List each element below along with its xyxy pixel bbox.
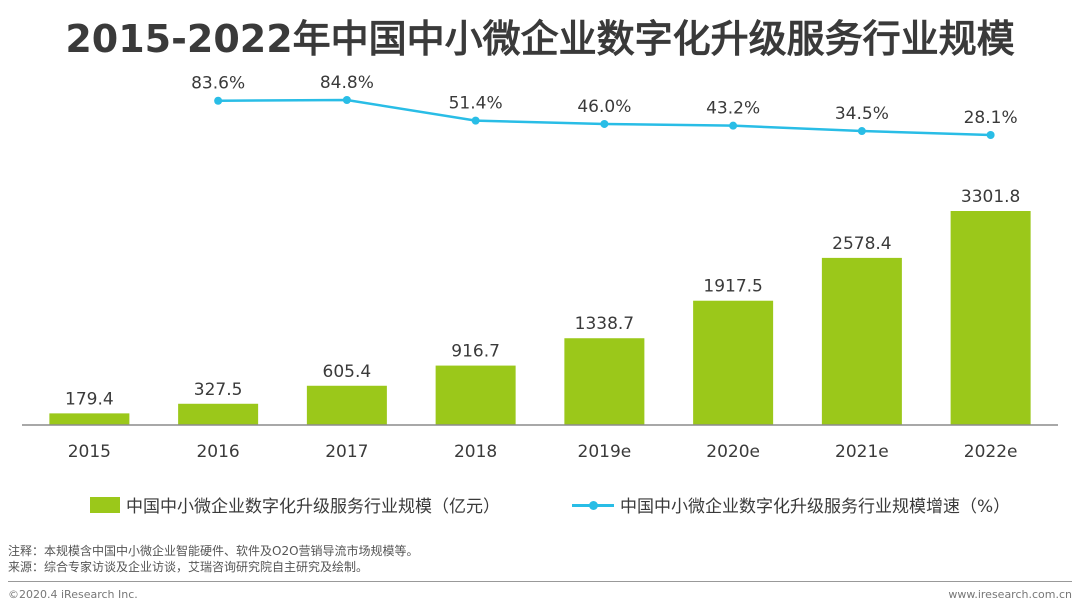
legend-bar-swatch <box>90 496 120 513</box>
x-tick-label-2017: 2017 <box>325 442 368 462</box>
bar-label-2018: 916.7 <box>451 342 500 362</box>
footer-website: www.iresearch.com.cn <box>948 588 1072 601</box>
growth-point-2020e <box>729 121 738 130</box>
bar-label-2017: 605.4 <box>323 362 372 382</box>
bar-label-2019e: 1338.7 <box>575 314 634 334</box>
growth-label-2021e: 34.5% <box>835 104 889 124</box>
bar-2019e <box>564 338 645 425</box>
bar-2018 <box>435 365 516 425</box>
growth-point-2016 <box>214 96 223 105</box>
note-line-2: 来源：综合专家访谈及企业访谈，艾瑞咨询研究院自主研究及绘制。 <box>8 560 369 574</box>
x-tick-label-2018: 2018 <box>454 442 497 462</box>
growth-label-2022e: 28.1% <box>964 108 1018 128</box>
growth-point-2019e <box>600 119 609 128</box>
legend-line-label: 中国中小微企业数字化升级服务行业规模增速（%） <box>620 497 1011 517</box>
x-tick-label-2019e: 2019e <box>578 442 632 462</box>
growth-point-2021e <box>857 127 866 136</box>
bar-2015 <box>49 413 130 425</box>
growth-point-2017 <box>342 96 351 104</box>
bar-label-2022e: 3301.8 <box>961 187 1020 207</box>
bar-label-2020e: 1917.5 <box>703 277 762 297</box>
legend-bar-label: 中国中小微企业数字化升级服务行业规模（亿元） <box>126 497 500 517</box>
bar-2021e <box>821 257 902 425</box>
chart-title: 2015-2022年中国中小微企业数字化升级服务行业规模 <box>65 17 1015 61</box>
bar-2022e <box>950 211 1031 425</box>
bar-2020e <box>693 300 774 425</box>
legend-item-bar: 中国中小微企业数字化升级服务行业规模（亿元） <box>90 492 500 517</box>
bar-label-2016: 327.5 <box>194 380 243 400</box>
footer-copyright: ©2020.4 iResearch Inc. <box>8 588 138 601</box>
bar-label-2015: 179.4 <box>65 389 114 409</box>
legend-line-swatch <box>572 497 614 513</box>
bar-2016 <box>178 403 259 425</box>
growth-point-2018 <box>471 116 480 125</box>
growth-label-2017: 84.8% <box>320 73 374 93</box>
chart-canvas: 179.4 2015 327.5 2016 605.4 2017 916.7 2018 1338… <box>22 73 1058 462</box>
note-line-1: 注释：本规模含中国中小微企业智能硬件、软件及O2O营销导流市场规模等。 <box>8 544 419 558</box>
growth-label-2016: 83.6% <box>191 74 245 94</box>
growth-label-2019e: 46.0% <box>577 97 631 117</box>
footer-divider <box>8 581 1072 582</box>
x-tick-label-2016: 2016 <box>196 442 239 462</box>
growth-label-2020e: 43.2% <box>706 99 760 119</box>
growth-point-2022e <box>986 131 995 139</box>
bar-label-2021e: 2578.4 <box>832 234 891 254</box>
bar-2017 <box>306 385 387 425</box>
x-tick-label-2015: 2015 <box>68 442 111 462</box>
x-tick-label-2021e: 2021e <box>835 442 889 462</box>
growth-label-2018: 51.4% <box>449 94 503 114</box>
x-tick-label-2022e: 2022e <box>964 442 1018 462</box>
notes: 注释：本规模含中国中小微企业智能硬件、软件及O2O营销导流市场规模等。 来源：综… <box>8 543 419 575</box>
legend: 中国中小微企业数字化升级服务行业规模（亿元） 中国中小微企业数字化升级服务行业规… <box>0 492 1080 520</box>
x-tick-label-2020e: 2020e <box>706 442 760 462</box>
legend-item-line: 中国中小微企业数字化升级服务行业规模增速（%） <box>572 492 1010 517</box>
